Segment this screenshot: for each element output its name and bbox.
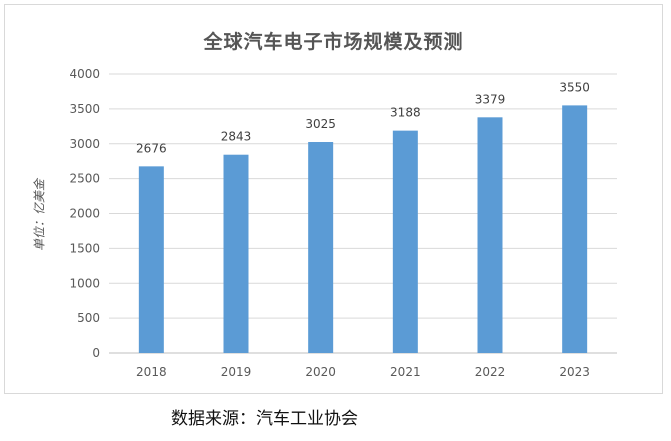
bar	[224, 155, 249, 353]
y-tick-label: 3000	[69, 137, 100, 151]
bar-chart: 0 500 1000 1500 2000 2500 3000 3500 4000 2676 2018…	[5, 5, 662, 393]
data-label: 2843	[221, 130, 252, 144]
y-tick-label: 3500	[69, 102, 100, 116]
x-tick-label: 2022	[475, 365, 506, 379]
x-tick-label: 2023	[559, 365, 590, 379]
x-tick-label: 2020	[305, 365, 336, 379]
x-tick-label: 2019	[221, 365, 252, 379]
x-tick-label: 2021	[390, 365, 421, 379]
y-tick-label: 4000	[69, 67, 100, 81]
y-tick-label: 1000	[69, 276, 100, 290]
bar	[393, 131, 418, 353]
bar	[308, 142, 333, 353]
chart-frame: 全球汽车电子市场规模及预测 单位：亿美金 0 500 1000 1500 2000 250…	[4, 4, 663, 394]
source-note: 数据来源：汽车工业协会	[171, 404, 358, 429]
data-label: 3025	[305, 117, 336, 131]
y-tick-label: 500	[77, 311, 100, 325]
bar	[478, 117, 503, 353]
data-label: 3550	[559, 80, 590, 94]
bar	[562, 105, 587, 353]
y-tick-label: 2000	[69, 207, 100, 221]
y-tick-label: 2500	[69, 172, 100, 186]
y-tick-label: 0	[92, 346, 100, 360]
data-label: 3379	[475, 92, 506, 106]
x-tick-label: 2018	[136, 365, 167, 379]
y-tick-label: 1500	[69, 241, 100, 255]
bar	[139, 166, 164, 353]
data-label: 2676	[136, 141, 167, 155]
data-label: 3188	[390, 106, 421, 120]
